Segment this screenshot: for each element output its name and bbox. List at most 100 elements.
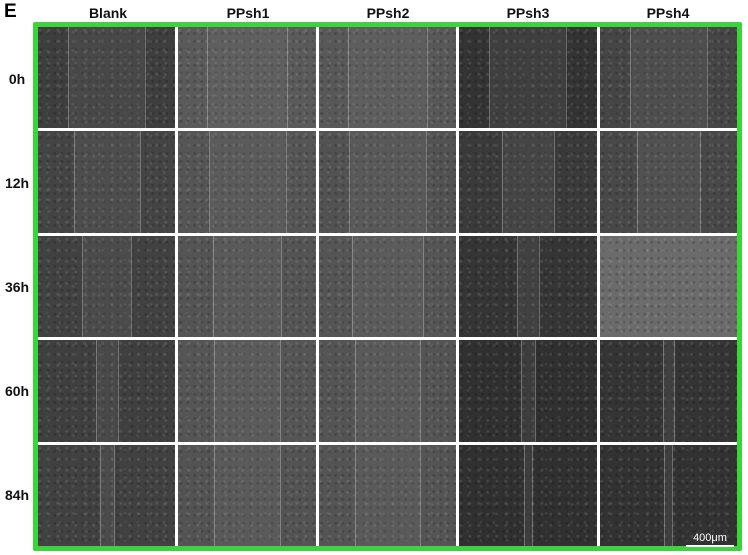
- row-label-60h: 60h: [4, 383, 30, 399]
- wound-edge-left: [207, 27, 209, 129]
- wound-gap: [354, 444, 421, 546]
- wound-edge-right: [673, 340, 675, 442]
- column-header-ppsh1: PPsh1: [226, 5, 270, 21]
- micrograph-ppsh1-36h: [178, 235, 316, 338]
- micrograph-blank-36h: [38, 235, 176, 338]
- wound-edge-left: [516, 235, 518, 338]
- wound-edge-right: [280, 444, 282, 546]
- wound-gap: [354, 340, 421, 442]
- wound-edge-left: [214, 340, 216, 442]
- wound-edge-right: [425, 131, 427, 233]
- scale-bar: 400μm: [686, 532, 734, 547]
- wound-gap: [214, 444, 281, 546]
- wound-edge-right: [538, 235, 540, 338]
- wound-edge-right: [553, 131, 555, 233]
- scale-bar-label: 400μm: [693, 532, 727, 544]
- wound-edge-right: [420, 340, 422, 442]
- micrograph-ppsh3-0h: [459, 27, 597, 129]
- wound-edge-right: [423, 235, 425, 338]
- micrograph-ppsh2-60h: [318, 340, 457, 442]
- wound-edge-left: [81, 235, 83, 338]
- wound-gap: [349, 131, 426, 233]
- wound-edge-right: [285, 131, 287, 233]
- micrograph-ppsh3-12h: [459, 131, 597, 233]
- wound-edge-left: [95, 340, 97, 442]
- column-header-ppsh4: PPsh4: [646, 5, 690, 21]
- micrograph-ppsh1-12h: [178, 131, 316, 233]
- wound-gap: [208, 131, 286, 233]
- column-header-ppsh3: PPsh3: [506, 5, 550, 21]
- micrograph-ppsh4-12h: [599, 131, 737, 233]
- wound-gap: [629, 27, 707, 129]
- micrograph-blank-0h: [38, 27, 176, 129]
- wound-gap: [664, 444, 673, 546]
- wound-gap: [73, 131, 140, 233]
- wound-gap: [516, 235, 539, 338]
- wound-edge-left: [351, 235, 353, 338]
- wound-edge-right: [427, 27, 429, 129]
- wound-edge-left: [208, 131, 210, 233]
- wound-edge-left: [212, 235, 214, 338]
- wound-gap: [214, 340, 281, 442]
- micrograph-ppsh1-84h: [178, 444, 316, 546]
- micrograph-ppsh1-60h: [178, 340, 316, 442]
- wound-gap: [81, 235, 132, 338]
- wound-edge-right: [281, 235, 283, 338]
- scale-bar-line: [686, 545, 734, 547]
- wound-gap: [95, 340, 118, 442]
- wound-gap: [351, 235, 424, 338]
- wound-edge-left: [523, 444, 525, 546]
- wound-gap: [501, 131, 554, 233]
- row-label-84h: 84h: [4, 487, 30, 503]
- row-label-12h: 12h: [4, 175, 30, 191]
- wound-edge-left: [347, 27, 349, 129]
- micrograph-ppsh2-84h: [318, 444, 457, 546]
- micrograph-ppsh3-84h: [459, 444, 597, 546]
- wound-edge-left: [664, 444, 666, 546]
- wound-edge-right: [699, 131, 701, 233]
- wound-edge-left: [521, 340, 523, 442]
- wound-edge-right: [566, 27, 568, 129]
- wound-edge-left: [349, 131, 351, 233]
- micrograph-blank-60h: [38, 340, 176, 442]
- wound-edge-left: [354, 340, 356, 442]
- micrograph-grid: [38, 27, 737, 546]
- wound-edge-right: [117, 340, 119, 442]
- wound-edge-left: [636, 131, 638, 233]
- column-header-blank: Blank: [88, 5, 128, 21]
- micrograph-blank-84h: [38, 444, 176, 546]
- wound-edge-left: [99, 444, 101, 546]
- wound-edge-right: [532, 444, 533, 546]
- row-label-36h: 36h: [4, 279, 30, 295]
- micrograph-ppsh2-36h: [318, 235, 457, 338]
- wound-edge-left: [214, 444, 216, 546]
- wound-gap: [662, 340, 674, 442]
- micrograph-ppsh4-60h: [599, 340, 737, 442]
- wound-gap: [489, 27, 567, 129]
- wound-edge-right: [420, 444, 422, 546]
- micrograph-ppsh3-60h: [459, 340, 597, 442]
- wound-edge-right: [534, 340, 536, 442]
- wound-edge-right: [280, 340, 282, 442]
- wound-edge-left: [489, 27, 491, 129]
- wound-edge-left: [662, 340, 664, 442]
- wound-edge-left: [73, 131, 75, 233]
- wound-gap: [636, 131, 700, 233]
- wound-edge-right: [672, 444, 674, 546]
- row-label-0h: 0h: [8, 71, 26, 87]
- wound-gap: [523, 444, 532, 546]
- panel-letter: E: [4, 1, 17, 22]
- micrograph-ppsh1-0h: [178, 27, 316, 129]
- wound-edge-left: [629, 27, 631, 129]
- wound-edge-right: [706, 27, 708, 129]
- wound-gap: [99, 444, 114, 546]
- wound-edge-right: [131, 235, 133, 338]
- wound-edge-right: [145, 27, 147, 129]
- micrograph-ppsh2-0h: [318, 27, 457, 129]
- wound-gap: [212, 235, 282, 338]
- micrograph-blank-12h: [38, 131, 176, 233]
- wound-edge-right: [113, 444, 115, 546]
- micrograph-ppsh3-36h: [459, 235, 597, 338]
- wound-gap: [207, 27, 287, 129]
- wound-edge-left: [354, 444, 356, 546]
